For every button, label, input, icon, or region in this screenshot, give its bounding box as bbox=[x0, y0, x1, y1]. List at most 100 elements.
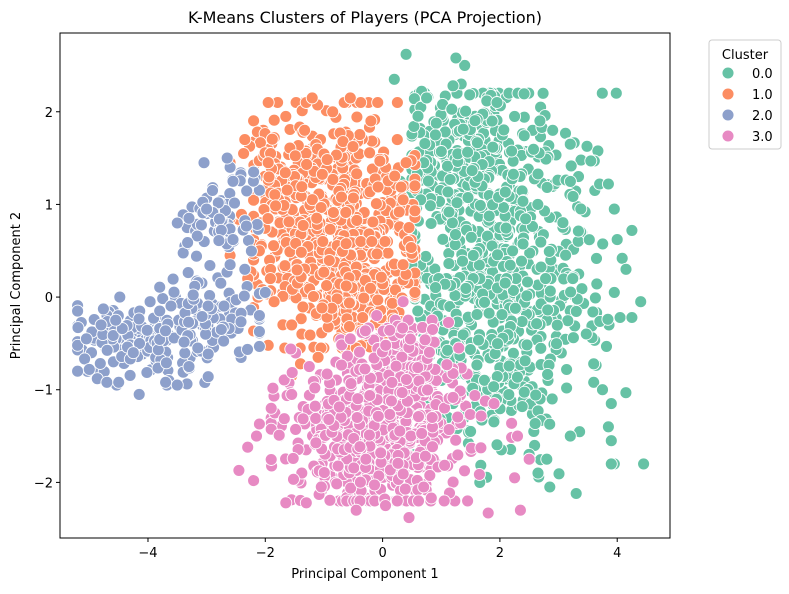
point-cluster-1.0 bbox=[339, 205, 353, 219]
point-cluster-1.0 bbox=[390, 96, 404, 109]
point-cluster-0.0 bbox=[543, 284, 557, 298]
point-cluster-1.0 bbox=[267, 239, 281, 253]
point-cluster-1.0 bbox=[296, 300, 310, 314]
point-cluster-0.0 bbox=[490, 438, 504, 452]
point-cluster-0.0 bbox=[584, 154, 598, 168]
point-cluster-1.0 bbox=[346, 140, 360, 154]
point-cluster-3.0 bbox=[522, 452, 536, 466]
point-cluster-2.0 bbox=[170, 216, 184, 230]
point-cluster-2.0 bbox=[132, 312, 146, 326]
point-cluster-0.0 bbox=[540, 452, 554, 466]
point-cluster-2.0 bbox=[159, 356, 173, 370]
point-cluster-3.0 bbox=[472, 467, 486, 481]
point-cluster-0.0 bbox=[529, 388, 543, 402]
point-cluster-2.0 bbox=[244, 244, 258, 258]
point-cluster-0.0 bbox=[482, 306, 496, 320]
point-cluster-2.0 bbox=[191, 341, 205, 355]
point-cluster-3.0 bbox=[404, 429, 418, 443]
point-cluster-3.0 bbox=[513, 503, 527, 517]
point-cluster-0.0 bbox=[552, 467, 566, 481]
point-cluster-1.0 bbox=[385, 296, 399, 310]
point-cluster-1.0 bbox=[247, 114, 261, 128]
point-cluster-0.0 bbox=[519, 212, 533, 226]
point-cluster-0.0 bbox=[423, 199, 437, 213]
point-cluster-0.0 bbox=[625, 223, 639, 237]
point-cluster-0.0 bbox=[497, 123, 511, 137]
point-cluster-0.0 bbox=[429, 116, 443, 130]
point-cluster-0.0 bbox=[418, 137, 432, 151]
point-cluster-3.0 bbox=[330, 477, 344, 491]
point-cluster-0.0 bbox=[487, 415, 501, 429]
point-cluster-2.0 bbox=[212, 212, 226, 226]
point-cluster-2.0 bbox=[194, 218, 208, 232]
point-cluster-2.0 bbox=[140, 323, 154, 337]
point-cluster-0.0 bbox=[590, 277, 604, 291]
point-cluster-0.0 bbox=[600, 339, 613, 353]
point-cluster-3.0 bbox=[247, 474, 261, 488]
point-cluster-0.0 bbox=[445, 216, 459, 230]
point-cluster-2.0 bbox=[133, 336, 146, 350]
point-cluster-0.0 bbox=[595, 86, 609, 100]
point-cluster-2.0 bbox=[197, 156, 211, 170]
legend-label-3.0: 3.0 bbox=[752, 130, 773, 145]
point-cluster-1.0 bbox=[262, 170, 276, 184]
point-cluster-3.0 bbox=[308, 399, 322, 413]
point-cluster-3.0 bbox=[353, 475, 367, 489]
point-cluster-0.0 bbox=[485, 114, 499, 128]
point-cluster-1.0 bbox=[322, 254, 336, 267]
point-cluster-3.0 bbox=[353, 345, 366, 359]
series-3.0 bbox=[232, 295, 536, 525]
point-cluster-1.0 bbox=[263, 272, 277, 286]
point-cluster-3.0 bbox=[396, 321, 410, 335]
point-cluster-3.0 bbox=[402, 511, 416, 525]
point-cluster-0.0 bbox=[601, 420, 615, 434]
point-cluster-0.0 bbox=[540, 180, 554, 194]
point-cluster-2.0 bbox=[78, 352, 92, 366]
point-cluster-2.0 bbox=[234, 315, 248, 329]
point-cluster-3.0 bbox=[359, 452, 373, 466]
point-cluster-2.0 bbox=[71, 364, 85, 378]
point-cluster-3.0 bbox=[452, 341, 466, 355]
point-cluster-0.0 bbox=[508, 109, 522, 123]
point-cluster-0.0 bbox=[604, 434, 618, 448]
point-cluster-0.0 bbox=[569, 487, 583, 500]
point-cluster-2.0 bbox=[214, 276, 228, 290]
point-cluster-0.0 bbox=[459, 281, 473, 295]
point-cluster-1.0 bbox=[394, 180, 408, 194]
point-cluster-3.0 bbox=[424, 491, 438, 505]
point-cluster-1.0 bbox=[392, 205, 406, 219]
point-cluster-1.0 bbox=[295, 180, 309, 194]
point-cluster-1.0 bbox=[326, 206, 340, 219]
point-cluster-0.0 bbox=[521, 275, 534, 289]
x-tick-label: 2 bbox=[496, 546, 504, 561]
point-cluster-2.0 bbox=[164, 299, 178, 313]
point-cluster-2.0 bbox=[190, 249, 203, 263]
point-cluster-0.0 bbox=[470, 358, 484, 372]
point-cluster-1.0 bbox=[311, 350, 325, 364]
point-cluster-0.0 bbox=[566, 272, 580, 286]
point-cluster-0.0 bbox=[441, 343, 455, 357]
point-cluster-2.0 bbox=[220, 151, 234, 165]
legend-marker-3.0 bbox=[721, 129, 735, 143]
point-cluster-0.0 bbox=[461, 145, 475, 159]
point-cluster-0.0 bbox=[556, 216, 570, 230]
point-cluster-2.0 bbox=[182, 315, 196, 329]
point-cluster-0.0 bbox=[596, 383, 609, 397]
point-cluster-0.0 bbox=[505, 144, 519, 158]
point-cluster-1.0 bbox=[307, 290, 320, 303]
point-cluster-3.0 bbox=[398, 482, 412, 496]
point-cluster-2.0 bbox=[181, 236, 195, 250]
point-cluster-0.0 bbox=[559, 248, 573, 262]
point-cluster-2.0 bbox=[212, 234, 226, 248]
point-cluster-0.0 bbox=[478, 295, 491, 309]
point-cluster-0.0 bbox=[515, 315, 529, 329]
point-cluster-2.0 bbox=[206, 184, 219, 197]
x-tick-label: 4 bbox=[613, 546, 621, 561]
point-cluster-1.0 bbox=[396, 258, 410, 272]
point-cluster-3.0 bbox=[468, 389, 482, 403]
point-cluster-0.0 bbox=[564, 285, 578, 299]
point-cluster-0.0 bbox=[498, 185, 512, 199]
point-cluster-1.0 bbox=[408, 179, 422, 193]
point-cluster-2.0 bbox=[238, 262, 252, 276]
point-cluster-3.0 bbox=[314, 480, 328, 494]
